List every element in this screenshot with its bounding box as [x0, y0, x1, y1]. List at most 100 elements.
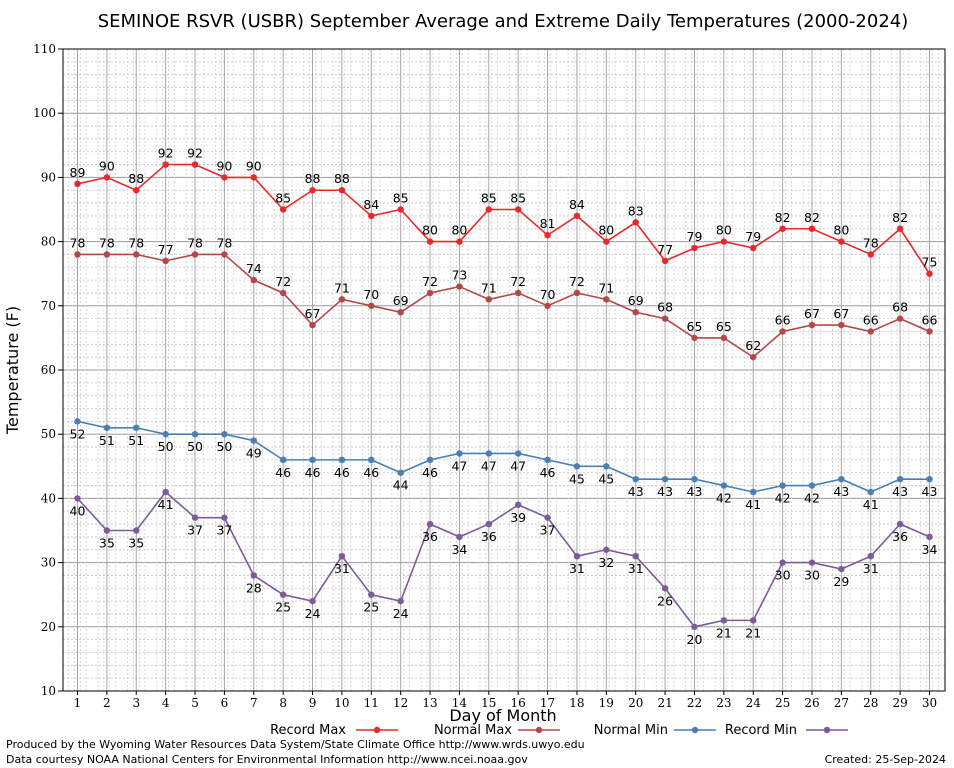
normal-max-point [926, 328, 933, 335]
normal-min-point [632, 475, 639, 483]
normal-max-point [514, 289, 522, 297]
normal-max-point [838, 321, 845, 329]
x-tick-label: 4 [162, 696, 170, 710]
x-tick-label: 22 [687, 696, 702, 710]
normal-max-point [808, 321, 816, 329]
normal-min-point [103, 424, 111, 431]
record-min-data-label: 37 [187, 523, 203, 538]
normal-min-point [838, 475, 845, 483]
record-max-data-label: 80 [833, 223, 849, 238]
x-tick-label: 16 [511, 696, 526, 710]
normal-min-data-label: 42 [775, 491, 791, 506]
normal-min-point [867, 488, 874, 496]
record-max-point [661, 257, 669, 265]
record-min-point [632, 552, 639, 560]
record-max-point [514, 206, 522, 213]
normal-min-point [397, 469, 404, 476]
record-max-point [250, 174, 257, 181]
record-max-legend-label: Record Max [270, 723, 346, 738]
record-min-point [514, 501, 522, 509]
normal-min-data-label: 50 [187, 439, 203, 454]
normal-min-data-label: 46 [363, 465, 379, 480]
normal-max-point [221, 251, 228, 258]
normal-max-legend-marker [535, 726, 543, 734]
normal-max-point [573, 289, 581, 297]
record-min-point [250, 572, 257, 579]
record-min-data-label: 36 [422, 529, 438, 544]
normal-min-point [926, 475, 933, 483]
record-min-data-label: 39 [510, 510, 526, 525]
record-max-point [426, 238, 434, 245]
credit-line-2: Data courtesy NOAA National Centers for … [6, 753, 528, 766]
x-tick-label: 18 [569, 696, 584, 710]
normal-min-line [77, 420, 930, 493]
record-min-point [808, 559, 816, 566]
record-min-point [162, 488, 169, 496]
normal-max-data-label: 68 [892, 300, 908, 315]
x-tick-label: 21 [657, 696, 672, 710]
record-min-data-label: 26 [657, 593, 673, 608]
normal-min-data-label: 43 [628, 484, 644, 499]
record-min-line [76, 490, 930, 628]
record-max-point [103, 174, 111, 181]
record-min-point [103, 527, 111, 534]
y-tick-label: 40 [41, 491, 56, 505]
normal-max-data-label: 62 [745, 338, 761, 353]
normal-max-point [779, 328, 786, 335]
normal-max-data-label: 78 [128, 235, 144, 250]
normal-min-point [456, 450, 463, 457]
record-max-data-label: 88 [128, 171, 144, 186]
normal-max-point [133, 251, 140, 258]
record-max-point [544, 231, 551, 239]
normal-max-point [309, 321, 316, 329]
normal-min-data-label: 43 [687, 484, 703, 499]
normal-min-point [750, 488, 757, 496]
normal-max-data-label: 65 [716, 319, 732, 334]
normal-min-data-label: 51 [128, 433, 144, 448]
record-min-data-label: 32 [598, 555, 614, 570]
x-tick-label: 13 [422, 696, 437, 710]
record-max-point [896, 225, 904, 232]
record-max-data-label: 75 [922, 255, 938, 270]
record-min-data-label: 31 [334, 561, 350, 576]
record-max-data-label: 92 [158, 146, 174, 161]
credit-line-1: Produced by the Wyoming Water Resources … [6, 738, 585, 751]
record-min-data-label: 30 [804, 568, 820, 583]
record-max-point [573, 212, 581, 220]
x-tick-label: 12 [393, 696, 408, 710]
x-tick-label: 3 [132, 696, 140, 710]
normal-min-point [896, 475, 904, 483]
record-min-point [191, 514, 199, 521]
normal-min-data-label: 46 [540, 465, 556, 480]
normal-max-line [77, 253, 930, 359]
x-axis-label: Day of Month [449, 706, 556, 725]
normal-min-point [368, 456, 375, 464]
normal-max-data-label: 66 [863, 312, 879, 327]
record-max-point [838, 238, 845, 245]
normal-min-point [485, 450, 493, 457]
record-min-point [750, 617, 757, 624]
normal-min-point [691, 475, 698, 483]
record-min-data-label: 37 [540, 523, 556, 538]
series-group: 89 90 88 92 92 90 90 85 88 88 84 85 80 80 85 85 81 84 80 83… [70, 146, 938, 647]
normal-max-point [103, 251, 111, 258]
normal-max-point [661, 315, 669, 322]
normal-max-data-label: 66 [775, 312, 791, 327]
y-tick-label: 30 [41, 556, 56, 570]
normal-max-point [74, 251, 81, 258]
x-tick-label: 29 [892, 696, 907, 710]
normal-min-data-label: 47 [510, 458, 526, 473]
x-tick-label: 9 [309, 696, 317, 710]
record-max-point [808, 225, 816, 232]
record-min-point [867, 552, 874, 560]
normal-max-data-label: 73 [451, 268, 467, 283]
record-max-point [279, 206, 287, 213]
record-max-data-label: 81 [540, 216, 556, 231]
record-min-data-label: 24 [305, 606, 321, 621]
record-min-data-label: 41 [158, 497, 174, 512]
record-max-data-label: 84 [363, 197, 379, 212]
record-min-data-label: 24 [393, 606, 409, 621]
normal-max-data-label: 72 [422, 274, 438, 289]
record-max-data-label: 80 [451, 223, 467, 238]
normal-min-data-label: 43 [657, 484, 673, 499]
